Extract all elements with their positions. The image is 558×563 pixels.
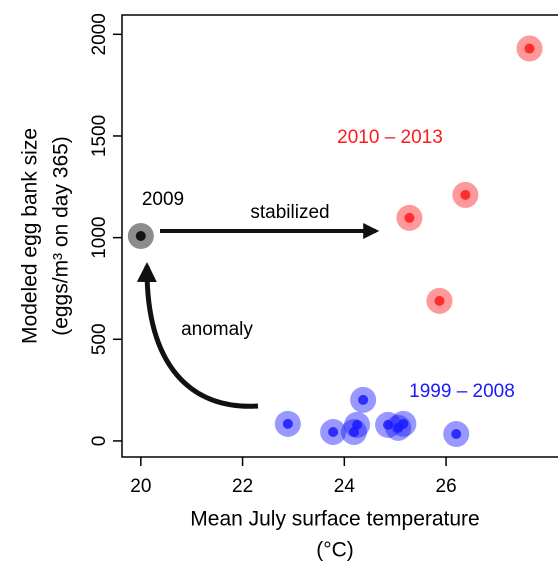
y-tick-label: 2000 <box>89 13 110 55</box>
x-tick-label: 26 <box>436 476 457 497</box>
plot-frame <box>121 14 558 458</box>
point <box>398 418 409 429</box>
x-axis-unit: (°C) <box>316 539 354 562</box>
series-label: 2010 – 2013 <box>337 127 443 148</box>
anomaly-arrow <box>136 262 259 409</box>
point <box>434 295 445 306</box>
x-tick-label: 22 <box>232 476 253 497</box>
annotation: anomaly <box>181 319 253 340</box>
x-tick-label: 24 <box>334 476 356 497</box>
point <box>282 418 293 429</box>
point <box>404 212 415 223</box>
x-tick-label: 20 <box>130 476 151 497</box>
annotation: stabilized <box>250 202 329 223</box>
point <box>358 394 369 405</box>
point <box>328 426 339 437</box>
point <box>135 231 146 241</box>
y-axis-unit: (eggs/m³ on day 365) <box>50 136 73 336</box>
y-tick-label: 1000 <box>89 216 110 258</box>
x-axis-title: Mean July surface temperature <box>190 508 479 531</box>
series-label: 1999 – 2008 <box>409 381 515 402</box>
point <box>460 189 471 200</box>
point <box>451 429 462 440</box>
y-tick-label: 1500 <box>89 115 110 157</box>
point <box>352 419 363 430</box>
y-tick-label: 500 <box>89 323 110 355</box>
series-label: 2009 <box>142 189 184 210</box>
y-axis-title: Modeled egg bank size <box>19 128 42 344</box>
y-tick-label: 0 <box>89 436 110 447</box>
point <box>524 43 535 54</box>
point <box>383 419 394 430</box>
